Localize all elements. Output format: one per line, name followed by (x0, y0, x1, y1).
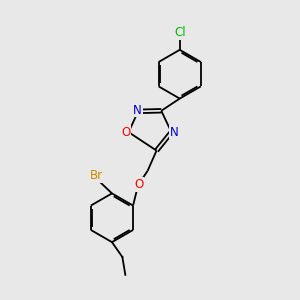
Text: O: O (121, 126, 130, 139)
Text: N: N (133, 104, 142, 117)
Text: O: O (134, 178, 143, 191)
Text: Br: Br (90, 169, 103, 182)
Text: N: N (170, 126, 179, 139)
Text: Cl: Cl (174, 26, 185, 39)
